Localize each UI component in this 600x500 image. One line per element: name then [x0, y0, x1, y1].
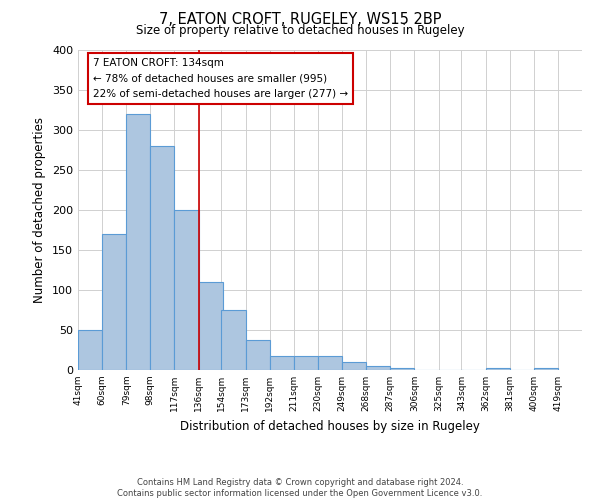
Bar: [366, 366, 391, 370]
Bar: [534, 368, 558, 370]
X-axis label: Distribution of detached houses by size in Rugeley: Distribution of detached houses by size …: [180, 420, 480, 432]
Text: 7, EATON CROFT, RUGELEY, WS15 2BP: 7, EATON CROFT, RUGELEY, WS15 2BP: [159, 12, 441, 28]
Bar: [245, 340, 269, 370]
Bar: [391, 368, 415, 370]
Bar: [294, 356, 318, 370]
Text: Contains HM Land Registry data © Crown copyright and database right 2024.
Contai: Contains HM Land Registry data © Crown c…: [118, 478, 482, 498]
Bar: [199, 282, 223, 370]
Bar: [269, 356, 294, 370]
Bar: [318, 356, 342, 370]
Bar: [78, 330, 102, 370]
Bar: [102, 234, 126, 370]
Text: Size of property relative to detached houses in Rugeley: Size of property relative to detached ho…: [136, 24, 464, 37]
Bar: [221, 310, 245, 370]
Bar: [485, 368, 509, 370]
Bar: [126, 114, 151, 370]
Bar: [151, 146, 175, 370]
Bar: [342, 362, 366, 370]
Y-axis label: Number of detached properties: Number of detached properties: [34, 117, 46, 303]
Text: 7 EATON CROFT: 134sqm
← 78% of detached houses are smaller (995)
22% of semi-det: 7 EATON CROFT: 134sqm ← 78% of detached …: [93, 58, 348, 99]
Bar: [175, 210, 199, 370]
